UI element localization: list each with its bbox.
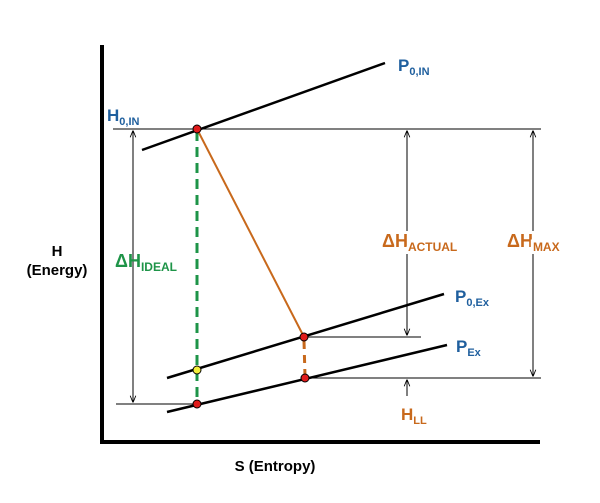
- label-dh-ideal: ΔHIDEAL: [115, 251, 177, 274]
- label-p0in: P0,IN: [398, 56, 430, 78]
- actual-total-exit-point: [299, 332, 309, 342]
- label-dh-max: ΔHMAX: [507, 231, 560, 254]
- actual-static-drop-line: [302, 340, 307, 377]
- ideal-total-exit-point: [192, 365, 202, 375]
- actual-static-exit-point: [300, 373, 310, 383]
- label-pex: PEx: [456, 337, 482, 359]
- label-h0in: H0,IN: [107, 106, 140, 128]
- label-p0ex: P0,Ex: [455, 287, 490, 309]
- label-dh-actual: ΔHACTUAL: [382, 231, 457, 254]
- y-axis-label-line1: H: [52, 243, 63, 260]
- isobar-p0in: [141, 61, 386, 152]
- ideal-static-exit-point: [192, 399, 202, 409]
- y-axis-label-line2: (Energy): [27, 262, 88, 279]
- actual-expansion-line: [196, 128, 305, 338]
- inlet-point: [192, 124, 202, 134]
- x-axis-label: S (Entropy): [235, 458, 316, 475]
- label-hll: HLL: [401, 405, 427, 427]
